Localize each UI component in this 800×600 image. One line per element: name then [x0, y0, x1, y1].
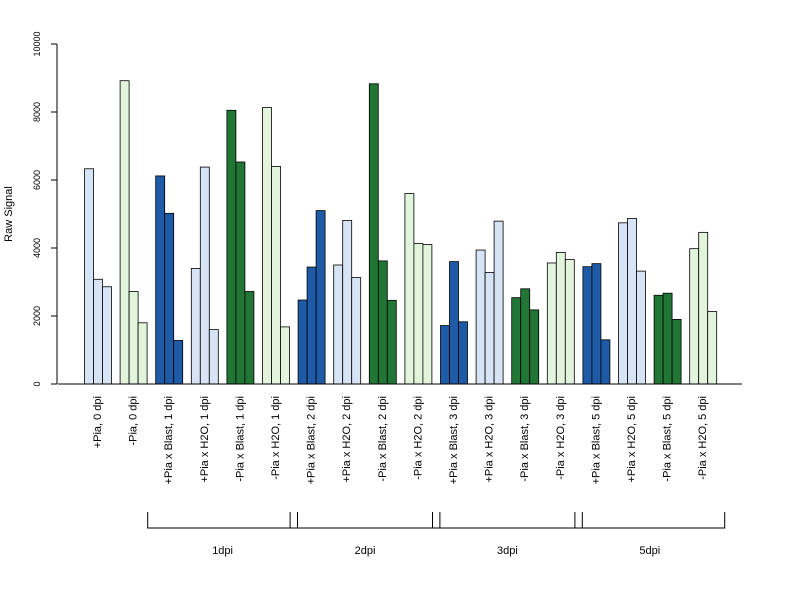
- bar: [698, 231, 709, 385]
- bar: [128, 291, 139, 385]
- x-tick-label: -Pia x H2O, 5 dpi: [697, 396, 709, 480]
- bar: [662, 292, 673, 385]
- x-tick-label: -Pia x H2O, 3 dpi: [555, 396, 567, 480]
- bar: [600, 339, 611, 385]
- bar: [208, 329, 219, 385]
- group-label: 5dpi: [639, 545, 660, 557]
- group-bracket: [147, 512, 298, 529]
- group-bracket: [432, 512, 583, 529]
- bar: [377, 260, 388, 385]
- bar: [271, 165, 281, 385]
- bar: [591, 263, 602, 385]
- bar: [280, 326, 290, 385]
- x-tick-label: +Pia x Blast, 5 dpi: [590, 396, 602, 484]
- bar: [351, 277, 362, 385]
- bar: [493, 220, 504, 385]
- bar: [137, 322, 148, 385]
- x-axis-labels: +Pia, 0 dpi -Pia, 0 dpi +Pia x Blast, 1 dp…: [92, 396, 709, 484]
- bar: [315, 210, 326, 385]
- y-axis-label: Raw Signal: [3, 186, 15, 242]
- x-tick-label: -Pia x H2O, 1 dpi: [270, 396, 282, 480]
- x-tick-label: -Pia x Blast, 1 dpi: [234, 396, 246, 482]
- bar: [262, 107, 272, 385]
- x-tick-label: -Pia x Blast, 2 dpi: [377, 396, 389, 482]
- bar: [306, 266, 317, 385]
- y-tick-label: 4000: [32, 238, 42, 258]
- bars: [84, 80, 718, 385]
- group-label: 1dpi: [212, 545, 233, 557]
- bar: [582, 266, 593, 385]
- y-tick-label: 10000: [32, 31, 42, 56]
- group-label: 3dpi: [497, 545, 518, 557]
- x-tick-label: -Pia x Blast, 5 dpi: [662, 396, 674, 482]
- bar: [475, 249, 486, 385]
- bar: [449, 261, 459, 385]
- bar: [386, 299, 397, 385]
- bar: [404, 193, 415, 385]
- bar: [520, 288, 531, 385]
- group-brackets: 1dpi 2dpi 3dpi 5dpi: [147, 512, 726, 557]
- bar: [413, 243, 424, 385]
- y-tick-label: 0: [32, 381, 42, 386]
- bar: [636, 270, 646, 385]
- bar: [173, 340, 184, 385]
- x-tick-label: +Pia x Blast, 1 dpi: [163, 396, 175, 484]
- bar: [671, 318, 682, 385]
- group-bracket: [289, 512, 441, 529]
- bar: [529, 309, 540, 385]
- bar: [627, 218, 637, 385]
- y-tick-label: 2000: [32, 306, 42, 326]
- bar: [164, 212, 175, 385]
- bar: [422, 244, 433, 385]
- bar: [155, 175, 166, 385]
- bar: [440, 325, 450, 385]
- bar: [235, 161, 246, 385]
- bar: [555, 252, 566, 385]
- bar: [564, 259, 575, 385]
- bar: [84, 168, 94, 385]
- bar: [546, 262, 557, 385]
- bar: [707, 311, 718, 385]
- y-axis: 0 2000 4000 6000 8000 10000: [32, 31, 58, 387]
- bar: [190, 267, 201, 385]
- bar: [333, 264, 344, 385]
- x-tick-label: -Pia x Blast, 3 dpi: [519, 396, 531, 482]
- x-tick-label: +Pia x Blast, 2 dpi: [306, 396, 318, 484]
- y-tick-label: 6000: [32, 170, 42, 190]
- group-label: 2dpi: [355, 545, 376, 557]
- bar: [458, 321, 468, 385]
- bar: [226, 109, 237, 385]
- bar: [102, 286, 112, 385]
- x-tick-label: +Pia x Blast, 3 dpi: [448, 396, 460, 484]
- bar: [484, 272, 495, 385]
- x-tick-label: +Pia x H2O, 1 dpi: [199, 396, 211, 483]
- y-tick-label: 8000: [32, 102, 42, 122]
- x-tick-label: +Pia x H2O, 2 dpi: [341, 396, 353, 483]
- x-tick-label: -Pia x H2O, 2 dpi: [412, 396, 424, 480]
- bar: [199, 166, 210, 385]
- bar: [511, 297, 522, 385]
- bar: [618, 222, 628, 385]
- bar: [119, 80, 130, 385]
- group-bracket: [574, 512, 726, 529]
- bar: [297, 299, 308, 385]
- bar: [653, 294, 664, 385]
- bar: [689, 248, 700, 385]
- x-tick-label: +Pia, 0 dpi: [92, 396, 104, 448]
- bar: [244, 291, 255, 385]
- x-tick-label: +Pia x H2O, 3 dpi: [484, 396, 496, 483]
- bar: [368, 83, 379, 385]
- bar: [342, 220, 353, 385]
- bar: [93, 278, 103, 385]
- x-tick-label: -Pia, 0 dpi: [128, 396, 140, 446]
- x-tick-label: +Pia x H2O, 5 dpi: [626, 396, 638, 483]
